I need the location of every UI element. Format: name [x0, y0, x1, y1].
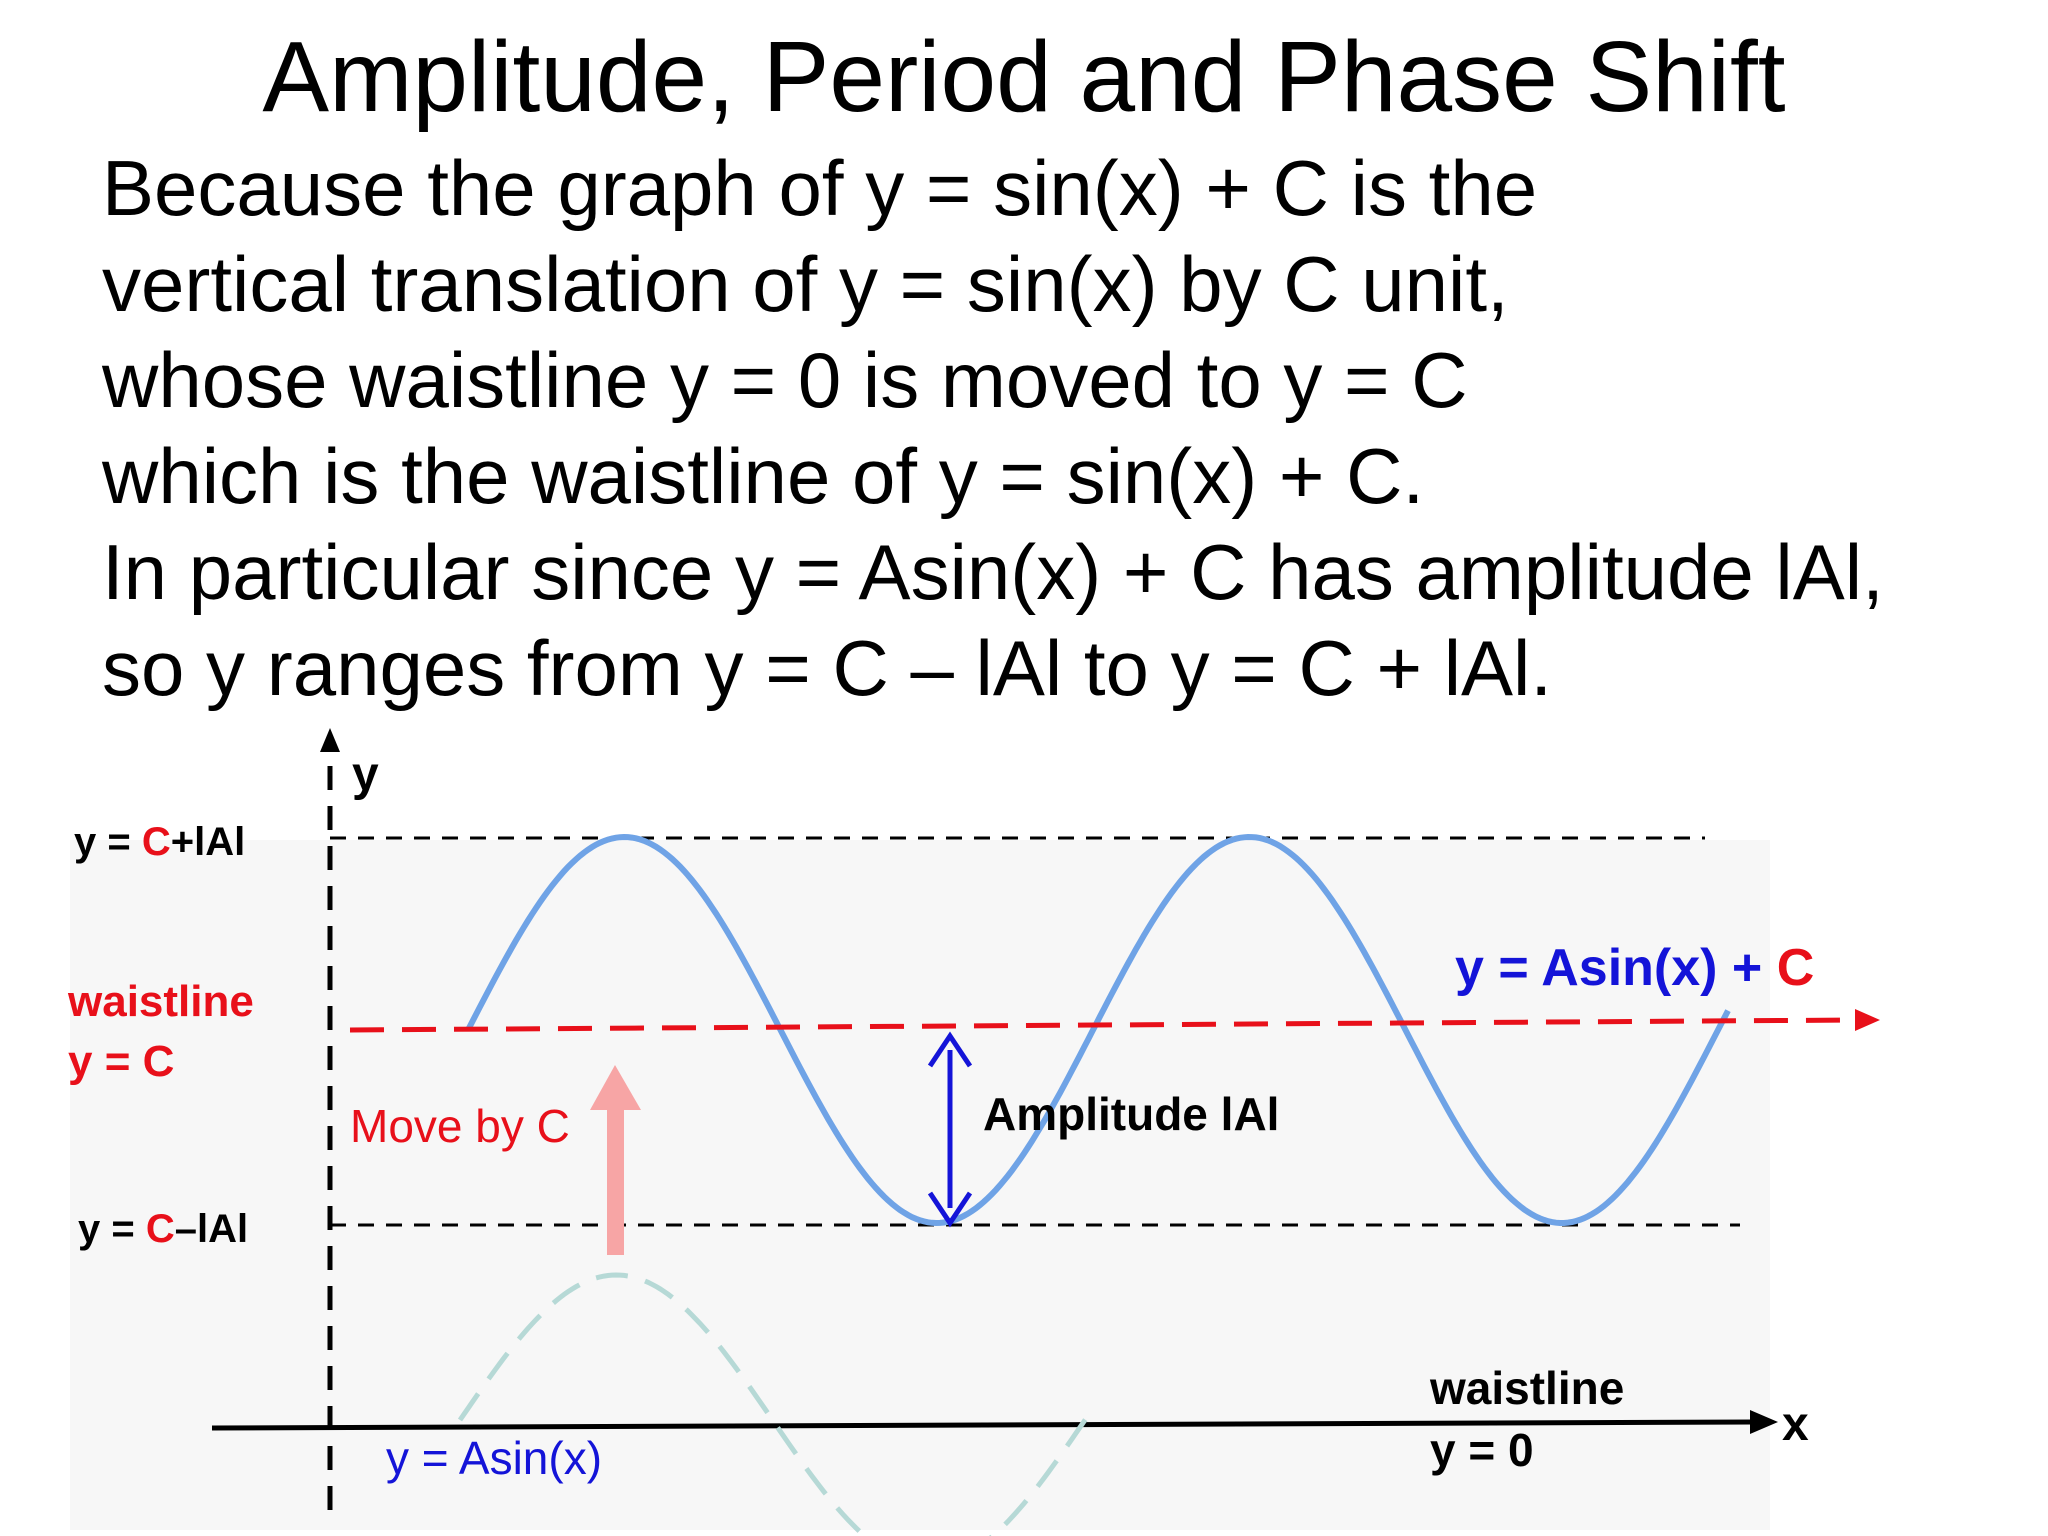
- waistline-c-arrowhead: [1855, 1009, 1880, 1031]
- shifted-sine-curve: [465, 833, 1731, 1227]
- x-axis: [211, 1419, 1756, 1431]
- page-title: Amplitude, Period and Phase Shift: [262, 21, 1786, 133]
- amplitude-arrow-top: [927, 1031, 973, 1068]
- paragraph-line: so y ranges from y = C – lAl to y = C + …: [102, 624, 1553, 712]
- x-axis-label: x: [1782, 1398, 1809, 1451]
- paragraph-line: vertical translation of y = sin(x) by C …: [102, 240, 1509, 328]
- waistline-0-label-line1: waistline: [1429, 1362, 1624, 1414]
- waistline-c-label-line2: y = C: [68, 1037, 174, 1086]
- explanation-paragraph: Because the graph of y = sin(x) + C is t…: [102, 140, 1884, 716]
- base-curve-label: y = Asin(x): [386, 1432, 602, 1484]
- waistline-c-line: [349, 1017, 1856, 1033]
- min-value-label: y = C–lAl: [78, 1207, 248, 1251]
- max-value-label: y = C+lAl: [74, 820, 245, 864]
- x-axis-arrowhead: [1750, 1410, 1778, 1434]
- move-arrow-head: [590, 1065, 641, 1110]
- paragraph-line: which is the waistline of y = sin(x) + C…: [102, 432, 1425, 520]
- paragraph-line: Because the graph of y = sin(x) + C is t…: [102, 144, 1538, 232]
- amplitude-label: Amplitude lAl: [983, 1088, 1279, 1140]
- amplitude-arrow-bottom: [927, 1191, 973, 1228]
- move-by-c-label: Move by C: [350, 1100, 570, 1152]
- base-sine-curve: [457, 1272, 1095, 1536]
- waistline-0-label-line2: y = 0: [1430, 1424, 1534, 1476]
- diagram-background: [70, 840, 1770, 1530]
- waistline-c-label-line1: waistline: [67, 977, 254, 1026]
- y-axis-label: y: [352, 748, 379, 801]
- move-arrow-shaft: [607, 1105, 624, 1255]
- paragraph-line: whose waistline y = 0 is moved to y = C: [102, 336, 1468, 424]
- shifted-curve-label: y = Asin(x) + C: [1455, 939, 1814, 997]
- paragraph-line: In particular since y = Asin(x) + C has …: [102, 528, 1884, 616]
- y-axis-arrowhead: [320, 728, 340, 752]
